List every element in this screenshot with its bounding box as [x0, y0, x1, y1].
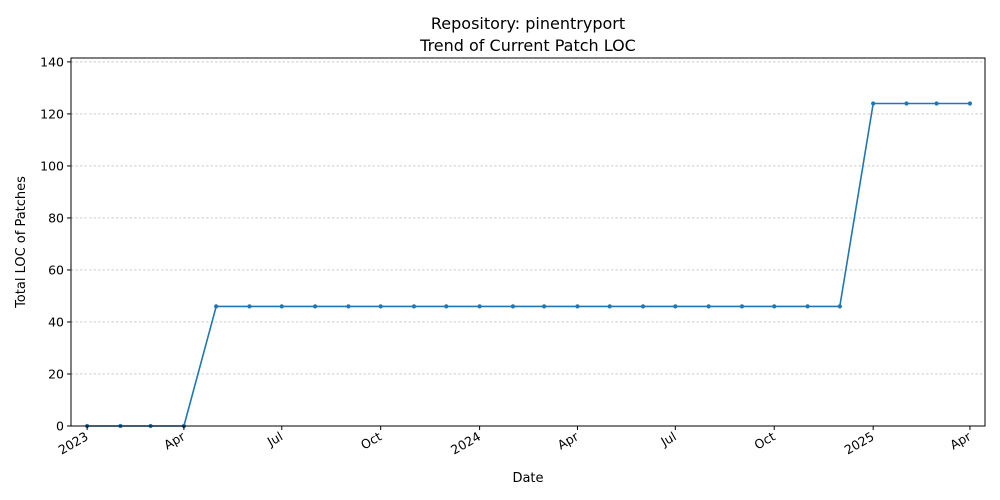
data-point	[346, 304, 351, 309]
data-point	[444, 304, 449, 309]
x-tick-label: Apr	[947, 428, 974, 452]
chart-title-line2: Trend of Current Patch LOC	[419, 36, 636, 55]
series-markers	[85, 101, 973, 429]
y-gridlines	[71, 61, 985, 427]
x-tick-label: 2024	[448, 429, 483, 458]
y-tick-label: 60	[48, 262, 64, 277]
data-point	[967, 101, 973, 106]
data-point	[871, 101, 876, 106]
data-point	[542, 304, 547, 309]
y-axis: 0 20 40 60 80 100 120 140	[40, 54, 71, 434]
x-tick-label: Jul	[657, 429, 678, 450]
x-tick-label: Apr	[161, 428, 188, 452]
data-point	[739, 304, 745, 309]
data-point	[673, 304, 678, 309]
data-point	[772, 304, 777, 309]
y-tick-label: 120	[40, 106, 64, 121]
y-tick-label: 80	[48, 210, 64, 225]
x-axis-label: Date	[512, 471, 543, 486]
chart-title-line1: Repository: pinentryport	[431, 14, 625, 33]
data-point	[214, 304, 219, 309]
y-axis-label: Total LOC of Patches	[14, 176, 29, 309]
y-tick-label: 40	[48, 314, 64, 329]
data-point	[477, 304, 482, 309]
y-tick-label: 20	[48, 366, 64, 381]
data-point	[904, 101, 909, 106]
data-point	[411, 304, 417, 309]
x-tick-label: 2025	[842, 429, 877, 458]
data-point	[378, 304, 383, 309]
y-tick-label: 0	[56, 419, 64, 434]
data-point	[247, 304, 252, 309]
data-point	[575, 304, 580, 309]
x-axis: 2023 Apr Jul Oct 2024 Apr Jul Oct 2025 Apr	[56, 426, 974, 458]
plot-frame	[70, 57, 986, 427]
data-point	[934, 101, 939, 106]
x-tick-label: Oct	[752, 429, 778, 453]
y-tick-label: 100	[40, 158, 64, 173]
data-point	[510, 304, 516, 309]
x-tick-label: Apr	[555, 428, 582, 452]
data-point	[706, 304, 711, 309]
x-tick-label: Oct	[358, 429, 384, 453]
data-point	[640, 304, 646, 309]
series-line-path	[87, 102, 970, 427]
y-tick-label: 140	[40, 54, 64, 69]
data-point	[607, 304, 612, 309]
data-point	[805, 304, 810, 309]
series-line	[87, 102, 970, 427]
data-point	[312, 304, 318, 309]
x-tick-label: Jul	[264, 429, 285, 450]
data-point	[837, 304, 842, 309]
data-point	[279, 304, 284, 309]
